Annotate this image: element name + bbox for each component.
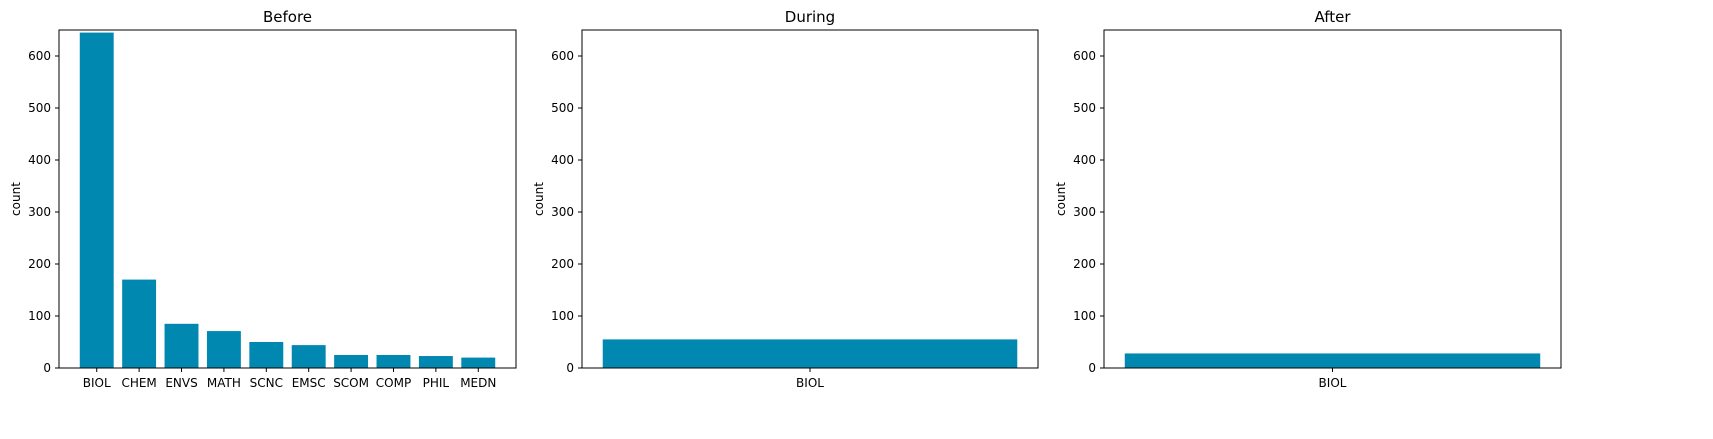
x-tick-label: MATH: [207, 376, 241, 390]
y-tick-label: 400: [28, 153, 51, 167]
y-tick-label: 0: [43, 361, 51, 375]
y-tick-label: 0: [566, 361, 574, 375]
y-tick-label: 500: [28, 101, 51, 115]
bar-comp: [376, 355, 411, 368]
y-tick-label: 200: [551, 257, 574, 271]
y-tick-label: 200: [28, 257, 51, 271]
y-tick-label: 400: [1073, 153, 1096, 167]
bar-biol: [602, 339, 1018, 368]
chart-panel-1: BIOL 0 100 200 300 400 500 600 During count: [532, 8, 1039, 390]
bar-scom: [334, 355, 369, 368]
bar-math: [206, 331, 241, 368]
x-tick-label: CHEM: [121, 376, 156, 390]
y-tick-label: 600: [551, 49, 574, 63]
chart-panel-2: BIOL 0 100 200 300 400 500 600 After count: [1054, 8, 1562, 390]
y-tick-label: 100: [28, 309, 51, 323]
y-tick-label: 100: [551, 309, 574, 323]
chart-title: During: [785, 8, 835, 26]
y-axis-label: count: [532, 182, 546, 216]
bar-emsc: [291, 345, 326, 368]
plot-frame: [58, 29, 517, 369]
x-tick-label: BIOL: [83, 376, 111, 390]
bar-biol: [1124, 353, 1541, 368]
x-tick-label: BIOL: [796, 376, 824, 390]
bar-phil: [418, 356, 453, 368]
chart-title: After: [1314, 8, 1351, 26]
bar-chem: [122, 279, 157, 368]
bar-biol: [79, 32, 114, 368]
x-tick-label: MEDN: [460, 376, 496, 390]
y-tick-label: 300: [28, 205, 51, 219]
y-tick-label: 500: [1073, 101, 1096, 115]
x-tick-label: PHIL: [423, 376, 450, 390]
x-tick-label: ENVS: [165, 376, 197, 390]
y-tick-label: 100: [1073, 309, 1096, 323]
y-tick-label: 300: [1073, 205, 1096, 219]
x-tick-label: SCNC: [250, 376, 283, 390]
x-tick-label: SCOM: [333, 376, 369, 390]
plot-frame: [1103, 29, 1562, 369]
x-tick-label: COMP: [376, 376, 411, 390]
x-tick-label: EMSC: [292, 376, 326, 390]
bar-scnc: [249, 342, 284, 368]
plot-frame: [581, 29, 1039, 369]
chart-panel-0: BIOL CHEM ENVS MATH SCNC EMSC SCOM COMP PHIL MEDN…: [9, 8, 517, 390]
y-tick-label: 400: [551, 153, 574, 167]
bar-medn: [461, 357, 496, 368]
x-tick-label: BIOL: [1319, 376, 1347, 390]
y-axis-label: count: [9, 182, 23, 216]
chart-title: Before: [263, 8, 312, 26]
y-tick-label: 300: [551, 205, 574, 219]
y-tick-label: 500: [551, 101, 574, 115]
y-axis-label: count: [1054, 182, 1068, 216]
y-tick-label: 0: [1088, 361, 1096, 375]
y-tick-label: 600: [28, 49, 51, 63]
y-tick-label: 600: [1073, 49, 1096, 63]
y-tick-label: 200: [1073, 257, 1096, 271]
bar-envs: [164, 323, 199, 368]
